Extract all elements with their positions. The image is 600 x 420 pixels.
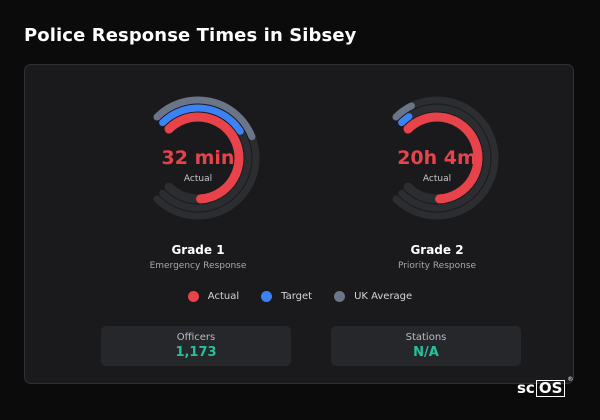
brand-prefix: sc xyxy=(517,379,535,397)
ring-arc-actual xyxy=(403,112,483,204)
ring-arc-target xyxy=(398,113,413,127)
stat-value: 1,173 xyxy=(175,345,217,360)
legend-dot-uk-average xyxy=(334,291,346,302)
ring-arc-target xyxy=(159,104,244,135)
gauge-value-caption: Actual xyxy=(422,174,452,184)
legend-label: UK Average xyxy=(354,291,413,302)
page-title: Police Response Times in Sibsey xyxy=(24,25,357,46)
legend-label: Target xyxy=(281,291,313,302)
gauge-grade-2-rings xyxy=(392,96,499,220)
gauge-grade-1-rings xyxy=(153,96,260,220)
stat-label: Stations xyxy=(405,332,447,343)
legend-dot-target xyxy=(261,291,273,302)
gauge-value: 20h 4m xyxy=(397,147,477,169)
ring-arc-uk-average xyxy=(153,96,256,141)
legend-label: Actual xyxy=(207,291,240,302)
stat-label: Officers xyxy=(176,332,216,343)
gauge-grade-description: Priority Response xyxy=(397,261,477,271)
gauge-grade-label: Grade 1 xyxy=(171,243,225,257)
legend-item-target[interactable]: Target xyxy=(261,291,312,302)
gauge-grade-label: Grade 2 xyxy=(410,243,464,257)
ring-arc-actual xyxy=(164,112,244,204)
stat-officers: Officers 1,173 xyxy=(101,326,291,366)
response-times-card: 32 min Actual Grade 1 Emergency Response… xyxy=(24,64,574,384)
legend-item-uk-average[interactable]: UK Average xyxy=(334,291,412,302)
gauge-grade-description: Emergency Response xyxy=(149,261,247,271)
brand-box: OS xyxy=(535,380,566,397)
ring-arc-uk-average xyxy=(392,102,415,121)
stat-stations: Stations N/A xyxy=(331,326,521,366)
legend-item-actual[interactable]: Actual xyxy=(187,291,240,302)
gauge-value: 32 min xyxy=(161,147,235,169)
brand-registered-mark: ® xyxy=(567,376,574,383)
legend-dot-actual xyxy=(187,291,199,302)
stat-value: N/A xyxy=(413,345,439,360)
brand-logo: sc OS ® xyxy=(517,376,573,397)
ring-track-uk-average xyxy=(392,96,499,220)
legend: Actual Target UK Average xyxy=(25,291,575,302)
gauge-value-caption: Actual xyxy=(183,174,213,184)
